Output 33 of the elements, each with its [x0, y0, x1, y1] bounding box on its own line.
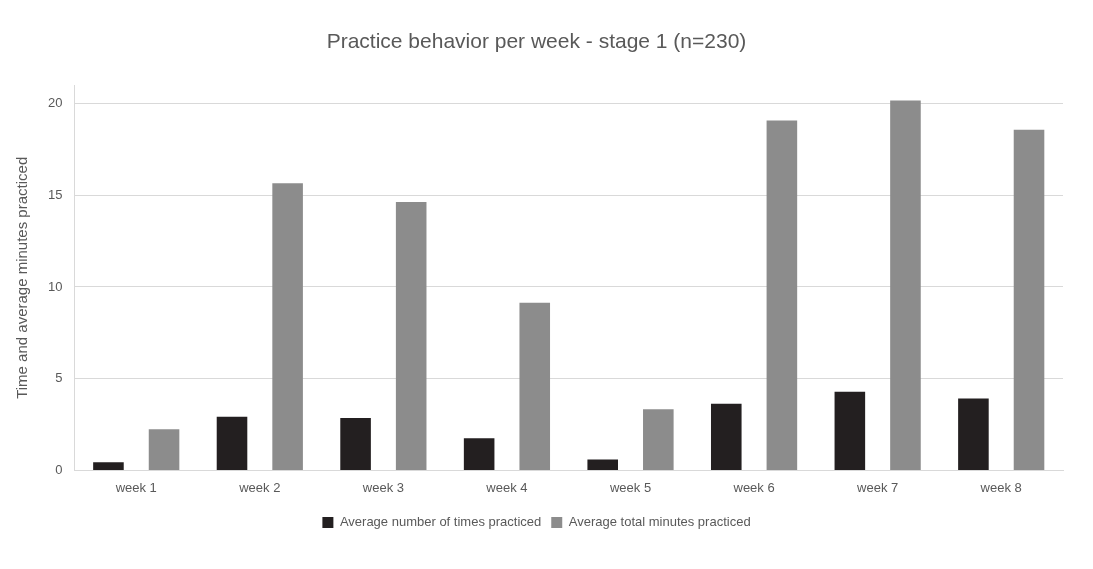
x-tick-label: week 7 — [856, 479, 899, 495]
bar — [834, 391, 866, 470]
x-tick-label: week 3 — [361, 479, 404, 495]
bar — [643, 409, 674, 470]
x-tick-label: week 4 — [485, 479, 528, 495]
y-axis-title: Time and average minutes practiced — [13, 156, 31, 399]
bar — [710, 403, 742, 470]
legend-label: Average total minutes practiced — [568, 514, 751, 530]
bar — [958, 398, 989, 470]
x-tick-label: week 6 — [732, 479, 775, 495]
bar — [1013, 129, 1045, 470]
bar — [890, 100, 921, 470]
y-tick-label: 20 — [47, 95, 63, 111]
y-tick-label: 10 — [47, 278, 63, 294]
bar — [463, 438, 495, 470]
bar — [148, 429, 180, 470]
bar — [519, 302, 551, 470]
x-tick-label: week 1 — [114, 479, 157, 495]
bar — [587, 459, 618, 470]
bar — [766, 120, 798, 470]
y-tick-label: 5 — [55, 370, 63, 386]
bar — [395, 202, 427, 470]
bar — [93, 462, 124, 470]
x-tick-label: week 8 — [979, 479, 1022, 495]
bar — [340, 418, 371, 470]
legend-label: Average number of times practiced — [339, 514, 542, 530]
x-tick-label: week 2 — [238, 479, 281, 495]
bar — [272, 183, 303, 470]
chart-title: Practice behavior per week - stage 1 (n=230) — [326, 29, 747, 53]
x-tick-label: week 5 — [608, 479, 652, 495]
y-tick-label: 0 — [55, 461, 63, 477]
bar — [216, 416, 248, 470]
y-tick-label: 15 — [47, 186, 63, 202]
